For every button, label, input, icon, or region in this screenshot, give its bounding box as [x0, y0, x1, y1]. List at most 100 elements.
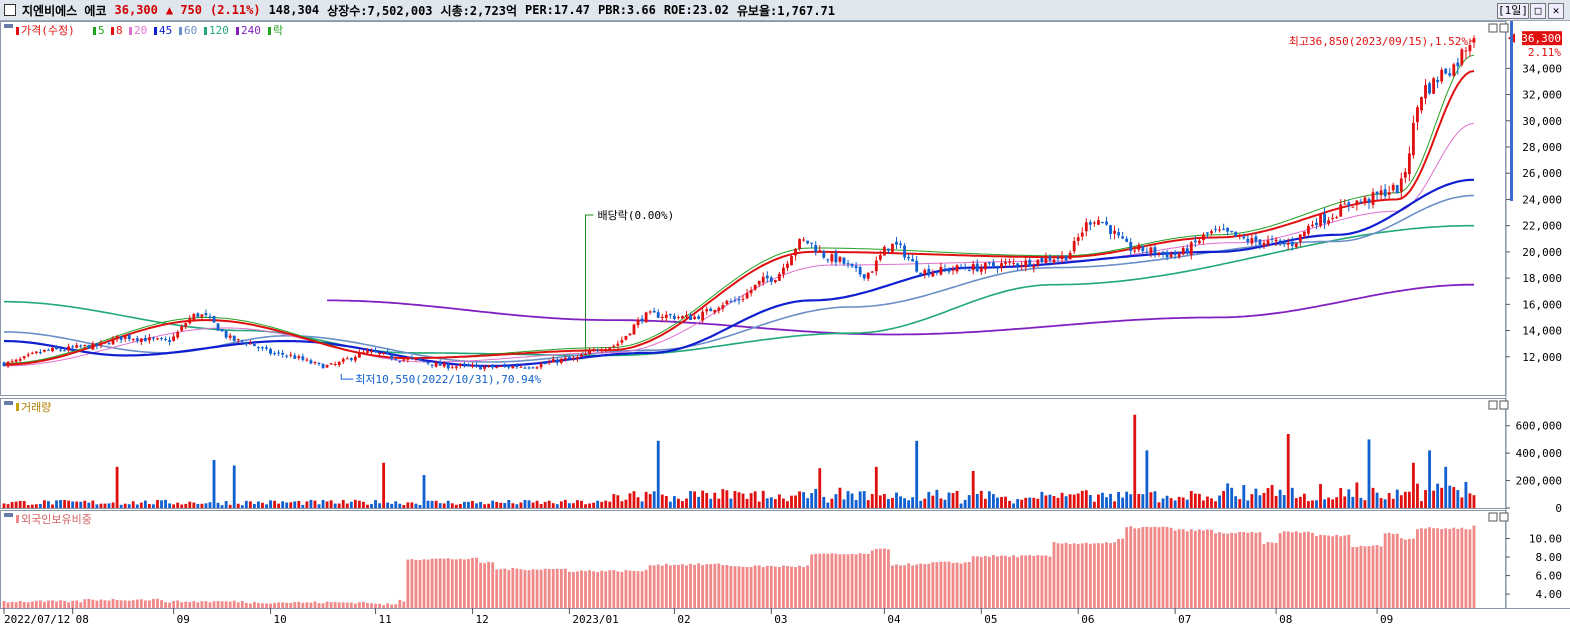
volume-bar	[1444, 466, 1448, 508]
candle	[765, 275, 769, 279]
foreign-bar	[882, 548, 886, 608]
candle	[1084, 222, 1088, 232]
volume-bar	[26, 505, 30, 508]
candle	[297, 356, 301, 359]
volume-bar	[75, 501, 79, 508]
volume-bar	[139, 502, 143, 508]
volume-bar	[866, 500, 870, 508]
candle	[87, 345, 91, 349]
foreign-bar	[123, 600, 127, 608]
candle	[1379, 190, 1383, 196]
candle	[1193, 240, 1197, 243]
volume-bar	[240, 505, 244, 508]
volume-bar	[1206, 496, 1209, 508]
volume-bar	[1302, 493, 1306, 508]
foreign-bar	[850, 553, 854, 608]
candle	[374, 350, 377, 353]
foreign-bar	[761, 567, 765, 608]
volume-bar	[931, 495, 935, 508]
candle	[1032, 265, 1036, 268]
volume-bar	[705, 492, 709, 508]
foreign-bar	[1436, 528, 1440, 608]
candle	[1416, 107, 1419, 123]
volume-bar	[479, 501, 482, 508]
volume-bar	[1032, 497, 1036, 508]
volume-bar	[357, 500, 361, 508]
volume-bar	[38, 503, 42, 508]
candle	[515, 365, 519, 368]
foreign-bar	[103, 600, 107, 608]
candle	[1121, 236, 1125, 239]
volume-bar	[349, 501, 353, 508]
volume-bar	[1004, 496, 1007, 508]
foreign-bar	[572, 571, 575, 608]
candle	[156, 338, 159, 340]
close-button[interactable]: ✕	[1548, 3, 1564, 19]
candle	[616, 343, 620, 346]
volume-bar	[891, 497, 894, 508]
volume-bar	[1383, 499, 1387, 508]
foreign-bar	[410, 559, 414, 608]
volume-bar	[386, 502, 390, 508]
foreign-bar	[55, 601, 58, 608]
candle	[479, 365, 482, 370]
candle	[430, 364, 434, 366]
low-annotation: 최저10,550(2022/10/31),70.94%	[355, 373, 541, 386]
foreign-bar	[1092, 543, 1096, 608]
candle	[1258, 239, 1262, 245]
volume-bar	[1432, 490, 1436, 508]
volume-bar	[374, 500, 377, 508]
foreign-bar	[608, 570, 612, 608]
foreign-bar	[539, 569, 543, 608]
foreign-bar	[1088, 543, 1092, 608]
candle	[1440, 69, 1444, 82]
volume-bar	[1327, 497, 1331, 508]
volume-value: 148,304	[268, 3, 320, 17]
candle	[257, 347, 260, 349]
period-selector[interactable]: [1일]	[1497, 3, 1529, 19]
candle	[943, 268, 947, 270]
volume-bar	[14, 501, 18, 508]
volume-bar	[10, 502, 14, 508]
candle	[220, 329, 224, 332]
foreign-bar	[717, 563, 721, 608]
foreign-bar	[899, 565, 902, 608]
price-tick-label: 30,000	[1522, 115, 1562, 128]
foreign-bar	[1177, 529, 1181, 608]
legend-item-label: 8	[116, 24, 123, 37]
candle	[79, 345, 83, 347]
volume-bar	[252, 504, 256, 508]
foreign-bar	[1189, 529, 1193, 608]
candle	[911, 258, 915, 262]
restore-button[interactable]: □	[1530, 3, 1546, 19]
candle	[1044, 257, 1048, 263]
candle	[1125, 238, 1129, 242]
volume-bar	[543, 501, 547, 508]
foreign-bar	[1121, 538, 1125, 608]
foreign-bar	[1302, 531, 1306, 608]
candle	[273, 353, 277, 355]
volume-bar	[919, 500, 923, 508]
foreign-bar	[479, 562, 482, 608]
volume-bar	[539, 503, 543, 508]
foreign-bar	[406, 559, 410, 608]
stock-chart[interactable]: 12,000 14,000 16,000 18,000 20,000 22,000 24,0…	[0, 21, 1570, 629]
volume-bar	[1201, 500, 1205, 508]
candle	[261, 347, 264, 349]
foreign-bar	[1270, 542, 1274, 608]
panel-handle-icon	[4, 513, 13, 517]
price-tick-label: 22,000	[1522, 220, 1562, 233]
volume-bar	[1246, 500, 1250, 508]
foreign-bar	[818, 553, 822, 608]
volume-bar	[1258, 495, 1262, 508]
candle	[301, 356, 305, 360]
select-checkbox[interactable]	[4, 4, 16, 16]
volume-bar	[426, 500, 430, 508]
volume-bar	[761, 490, 765, 508]
volume-bar	[204, 503, 208, 508]
candle	[51, 347, 54, 352]
foreign-bar	[1008, 556, 1011, 608]
candle	[701, 311, 705, 321]
volume-bar	[1472, 495, 1476, 508]
volume-bar	[1088, 495, 1092, 508]
